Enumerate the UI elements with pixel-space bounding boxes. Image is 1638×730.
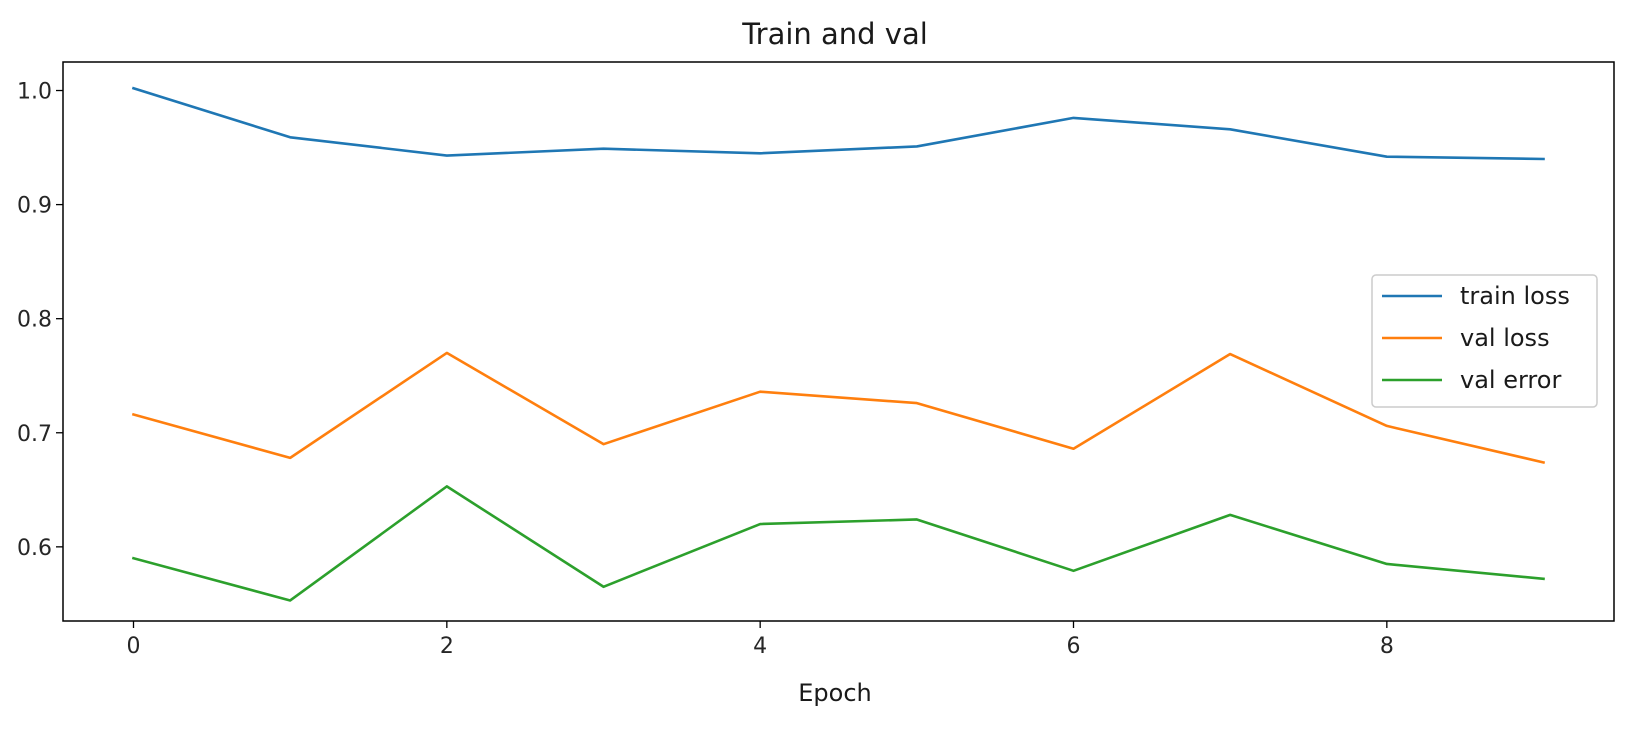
legend-label-val-error: val error xyxy=(1460,366,1561,394)
series-line-train-loss xyxy=(131,86,1545,161)
legend-label-train-loss: train loss xyxy=(1460,282,1570,310)
y-axis: 0.6 0.7 0.8 0.9 1.0 xyxy=(17,80,63,561)
y-tick-label: 0.6 xyxy=(17,536,52,561)
legend-box xyxy=(1371,274,1598,408)
x-tick-label: 4 xyxy=(753,634,767,659)
x-tick-label: 0 xyxy=(127,634,141,659)
x-axis: 0 2 4 6 8 xyxy=(127,621,1394,659)
legend-label-val-loss: val loss xyxy=(1460,324,1550,352)
y-tick-label: 0.7 xyxy=(17,422,52,447)
y-tick-label: 1.0 xyxy=(17,80,52,105)
series-line-val-loss xyxy=(131,351,1546,464)
series-line-val-error xyxy=(131,485,1545,602)
chart-title: Train and val xyxy=(741,17,928,51)
x-tick-label: 2 xyxy=(440,634,454,659)
y-tick-label: 0.9 xyxy=(17,194,52,219)
y-tick-label: 0.8 xyxy=(17,308,52,333)
x-tick-label: 6 xyxy=(1067,634,1081,659)
plot-area xyxy=(62,61,1615,622)
series-layer xyxy=(131,86,1546,602)
x-tick-label: 8 xyxy=(1380,634,1394,659)
legend: train loss val loss val error xyxy=(1371,274,1598,408)
x-axis-title: Epoch xyxy=(798,679,872,707)
